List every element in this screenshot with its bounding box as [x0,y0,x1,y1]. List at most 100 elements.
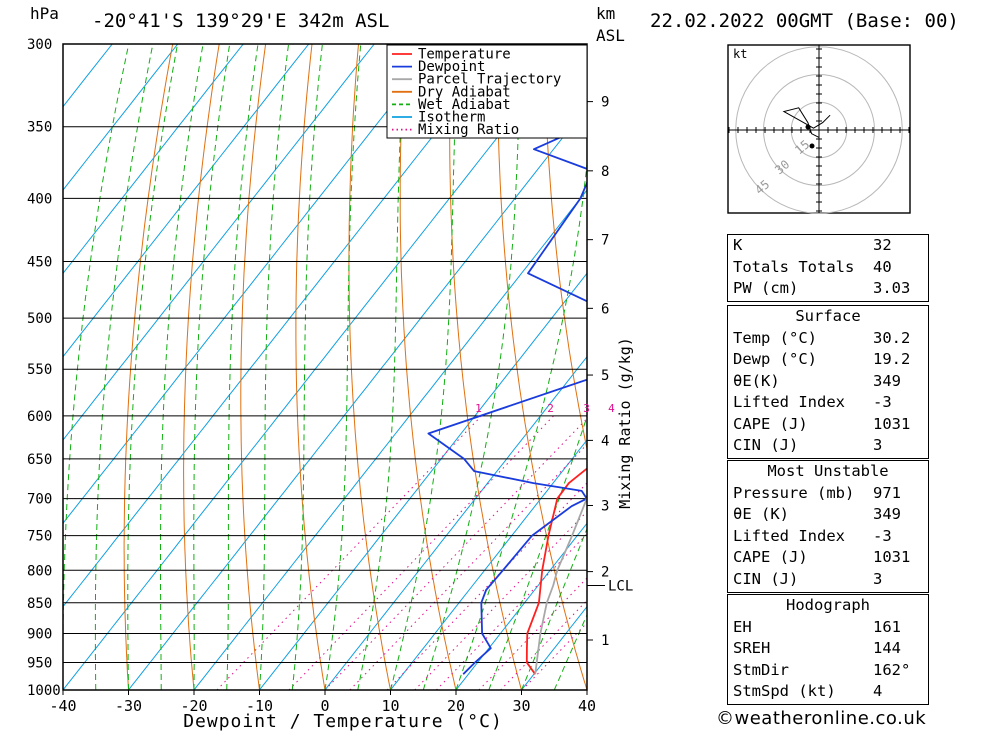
isotherm-line [63,44,113,108]
row-label: Totals Totals [733,257,855,276]
km-tick-label: 5 [601,368,609,384]
pressure-tick-label: 600 [27,409,52,425]
row-label: θE(K) [733,371,780,390]
row-value: 40 [873,257,892,276]
row-label: θE (K) [733,505,789,523]
table-row: Pressure (mb) 971 [728,483,928,505]
row-label: Lifted Index [733,526,845,545]
x-tick-label: -10 [246,697,273,715]
mixing-ratio-axis-title: Mixing Ratio (g/kg) [616,337,634,509]
row-label: StmDir [733,660,789,679]
legend-label: Wet Adiabat [418,97,511,113]
km-tick-label: 7 [601,233,609,249]
km-tick-label: 4 [601,433,609,449]
pressure-tick-label: 950 [27,655,52,671]
km-tick-label: 6 [601,301,609,317]
hpa-label: hPa [30,4,59,23]
wet-adiabat-line [324,44,362,690]
skew-t-chart: 1234681016202530035040045050055060065070… [27,37,634,732]
x-tick-label: 40 [578,697,596,715]
row-value: 3 [873,436,883,454]
km-tick-label: 2 [601,565,609,581]
pressure-tick-label: 350 [27,120,52,136]
dry-adiabat-line [295,44,326,690]
table-row: SREH 144 [728,638,928,660]
row-value: 19.2 [873,350,911,368]
datetime-title: 22.02.2022 00GMT (Base: 00) [650,10,959,32]
table-row: PW (cm) 3.03 [728,278,928,300]
dry-adiabat-line [348,44,391,690]
row-value: 4 [873,682,883,700]
mean-wind-dot [809,143,815,149]
pressure-tick-label: 400 [27,191,52,207]
pressure-tick-label: 800 [27,563,52,579]
most-unstable-table: Most Unstable Pressure (mb) 971 θE (K) 349 Li… [727,460,929,593]
row-value: 162° [873,660,911,679]
legend-frame [386,44,588,139]
wet-adiabat-line [291,44,323,690]
km-label: km [596,4,616,23]
isotherm-line [63,44,506,608]
pressure-tick-label: 550 [27,362,52,378]
row-label: PW (cm) [733,279,799,297]
indices-table: K 32 Totals Totals 40 PW (cm) 3.03 [727,234,929,302]
table-row: Dewp (°C) 19.2 [728,349,928,371]
pressure-tick-label: 750 [27,529,52,545]
legend-label: Isotherm [418,110,485,126]
isotherm-line [63,44,375,441]
pressure-tick-label: 650 [27,452,52,468]
row-value: -3 [873,393,892,411]
isotherm-line [63,44,310,358]
x-tick-label: -30 [115,697,142,715]
row-value: -3 [873,526,892,545]
row-value: 1031 [873,414,911,433]
wet-adiabat-line [553,613,587,690]
isotherm-line [63,44,572,690]
dry-adiabat-line [543,44,587,452]
pressure-tick-label: 500 [27,311,52,327]
row-label: Lifted Index [733,393,845,411]
dry-adiabat-line [497,44,587,690]
table-row: θE(K) 349 [728,371,928,393]
row-value: 349 [873,505,901,523]
km-tick-label: 8 [601,164,609,180]
pressure-tick-label: 850 [27,596,52,612]
row-label: CIN (J) [733,436,799,454]
legend-label: Dry Adiabat [418,84,511,100]
wet-adiabat-line [455,159,587,690]
wet-adiabat-line [521,527,587,690]
legend-label: Dewpoint [418,59,485,75]
row-label: Pressure (mb) [733,483,855,502]
wet-adiabat-line [422,44,522,690]
table-section-title: Most Unstable [767,462,889,480]
table-row: StmDir 162° [728,660,928,682]
km-tick-label: 1 [601,633,609,649]
dry-adiabat-line [240,44,267,690]
x-tick-label: 10 [381,697,399,715]
legend-label: Parcel Trajectory [418,72,561,88]
x-tick-label: 30 [512,697,530,715]
wet-adiabat-line [63,44,130,690]
x-tick-label: -40 [49,697,76,715]
mixing-ratio-label: 1 [475,402,482,415]
pressure-tick-label: 1000 [27,683,61,699]
table-section-title: Hodograph [786,596,870,614]
lcl-label: LCL [608,578,633,594]
table-row: CIN (J) 3 [728,569,928,591]
table-row: CAPE (J) 1031 [728,414,928,436]
location-title: -20°41'S 139°29'E 342m ASL [92,10,390,32]
temperature-line [525,467,587,675]
isotherm-line [324,355,587,690]
mixing-ratio-label: 2 [547,402,554,415]
wet-adiabat-line [193,44,231,690]
row-label: CAPE (J) [733,548,808,566]
row-label: EH [733,617,752,636]
isotherm-line [455,522,587,690]
table-row: EH 161 [728,617,928,639]
row-value: 349 [873,371,901,390]
row-value: 161 [873,617,901,636]
row-label: CAPE (J) [733,414,808,433]
x-axis-title: Dewpoint / Temperature (°C) [183,711,503,732]
table-row: Totals Totals 40 [728,257,928,279]
